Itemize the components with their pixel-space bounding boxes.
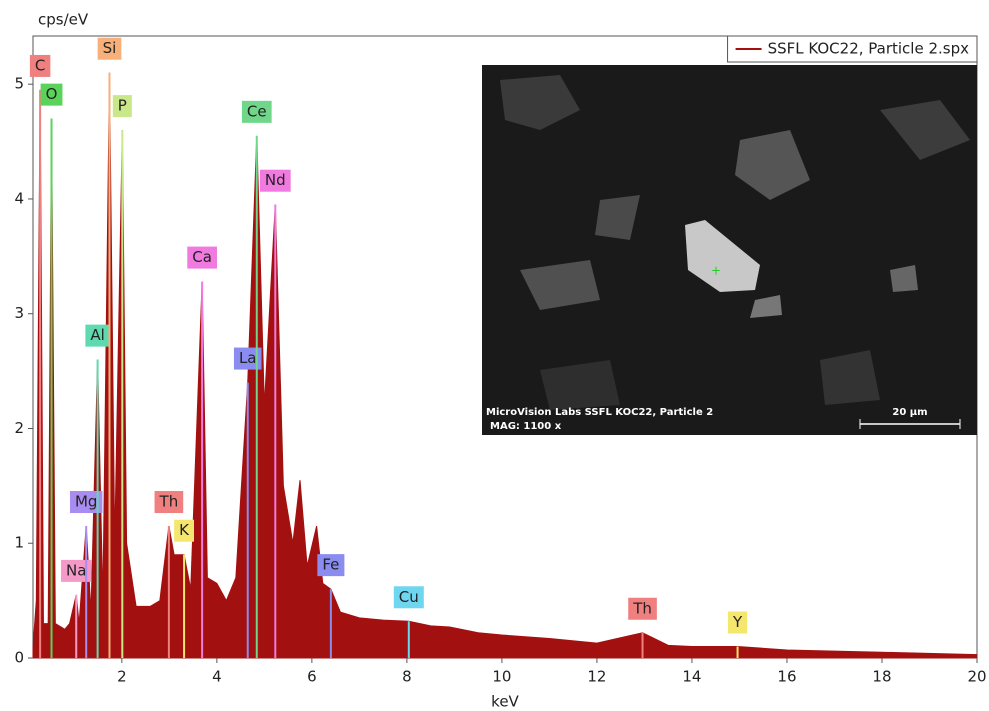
element-label-box (61, 559, 92, 582)
x-tick-label: 18 (872, 668, 891, 686)
x-tick-label: 10 (492, 668, 511, 686)
element-label: Fe (322, 556, 339, 574)
element-label-box (97, 37, 122, 60)
element-label: Y (732, 613, 743, 631)
y-tick-label: 4 (14, 189, 24, 207)
element-label: Cu (399, 588, 419, 606)
x-tick-label: 4 (212, 668, 222, 686)
element-label: Th (632, 599, 652, 617)
inset-magnification: MAG: 1100 x (490, 421, 562, 432)
element-label-box (233, 347, 262, 370)
element-label-box (628, 597, 657, 620)
element-label-box (187, 246, 217, 269)
sem-image: + MicroVision Labs SSFL KOC22, Particle … (482, 65, 977, 435)
x-tick-label: 14 (682, 668, 701, 686)
legend-box (727, 35, 978, 63)
element-label: Mg (75, 493, 97, 511)
y-tick-label: 1 (14, 534, 24, 552)
x-tick-label: 16 (777, 668, 796, 686)
x-tick-label: 8 (402, 668, 412, 686)
x-tick-label: 2 (117, 668, 127, 686)
element-label-box (29, 54, 51, 77)
element-label: Al (90, 326, 104, 344)
x-tick-label: 6 (307, 668, 317, 686)
element-label: Th (159, 493, 179, 511)
y-axis-label: cps/eV (38, 11, 89, 29)
y-tick-label: 2 (14, 419, 24, 437)
element-label: Ca (192, 248, 212, 266)
element-label-box (241, 100, 272, 123)
inset-scale: 20 µm (892, 407, 927, 418)
element-label: Si (103, 39, 117, 57)
element-label-box (154, 491, 184, 514)
element-label: P (118, 97, 127, 115)
element-label-box (174, 519, 194, 542)
element-label: C (35, 56, 45, 74)
x-axis-label: keV (491, 693, 519, 711)
element-label-box (727, 611, 748, 634)
y-tick-label: 5 (14, 75, 24, 93)
element-label: K (179, 521, 190, 539)
svg-text:+: + (711, 264, 721, 278)
element-label-box (259, 169, 291, 192)
element-label: O (46, 85, 58, 103)
element-label-box (317, 554, 345, 577)
element-label-box (85, 324, 110, 347)
element-label: La (239, 349, 257, 367)
element-label-box (393, 586, 424, 609)
element-label-box (112, 95, 132, 118)
y-tick-label: 3 (14, 304, 24, 322)
element-label: Nd (265, 171, 286, 189)
element-label-box (40, 83, 63, 106)
x-tick-label: 20 (967, 668, 986, 686)
y-tick-label: 0 (14, 649, 24, 667)
legend-label: SSFL KOC22, Particle 2.spx (768, 40, 970, 58)
element-label: Na (66, 561, 86, 579)
inset-caption: MicroVision Labs SSFL KOC22, Particle 2 (486, 407, 713, 418)
x-tick-label: 12 (587, 668, 606, 686)
element-label-box (69, 491, 103, 514)
element-label: Ce (247, 102, 267, 120)
